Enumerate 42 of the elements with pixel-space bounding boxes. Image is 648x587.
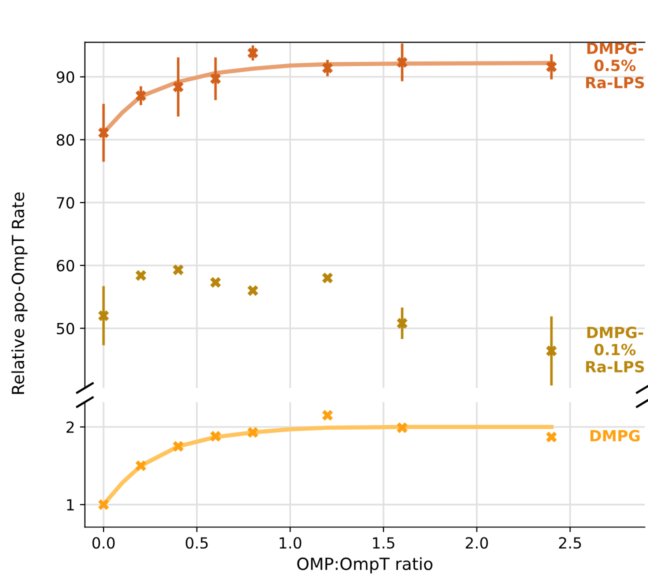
x-tick-label: 1.5 xyxy=(373,537,394,549)
point xyxy=(135,460,146,472)
point xyxy=(546,61,557,72)
point xyxy=(172,82,184,92)
point xyxy=(98,310,109,322)
y-tick-label: 1 xyxy=(67,499,74,510)
series-label: DMPG- 0.1% Ra-LPS xyxy=(586,326,644,372)
series-label: DMPG- 0.5% Ra-LPS xyxy=(586,42,644,88)
y-tick-label: 60 xyxy=(56,260,74,272)
point xyxy=(210,277,221,288)
point xyxy=(396,318,408,329)
point xyxy=(247,427,258,438)
point xyxy=(98,499,109,510)
point xyxy=(546,432,557,442)
point xyxy=(135,90,146,102)
point xyxy=(247,285,258,296)
point xyxy=(396,422,408,434)
point xyxy=(322,410,333,421)
x-axis-title: OMP:OmpT ratio xyxy=(297,557,432,574)
point xyxy=(396,57,408,68)
point xyxy=(546,346,557,356)
y-tick-label: 80 xyxy=(56,134,74,146)
y-tick-label: 90 xyxy=(56,71,74,83)
x-tick-label: 2.5 xyxy=(559,537,581,549)
y-axis-title: Relative apo-OmpT Rate xyxy=(11,192,28,394)
point xyxy=(247,48,258,58)
point xyxy=(172,440,184,452)
text: DMPG xyxy=(590,430,640,442)
point xyxy=(135,270,146,281)
y-tick-label: 50 xyxy=(56,322,74,334)
point xyxy=(210,73,221,84)
point xyxy=(210,430,221,442)
y-tick-label: 2 xyxy=(66,421,74,433)
x-tick-label: 0.0 xyxy=(92,537,115,549)
point xyxy=(322,272,333,284)
x-tick-label: 0.5 xyxy=(186,537,208,549)
point xyxy=(322,62,333,74)
point xyxy=(172,264,184,276)
point xyxy=(98,127,109,138)
x-tick-label: 1.0 xyxy=(280,537,302,549)
y-tick-label: 70 xyxy=(56,197,74,209)
x-tick-label: 2.0 xyxy=(466,537,488,549)
